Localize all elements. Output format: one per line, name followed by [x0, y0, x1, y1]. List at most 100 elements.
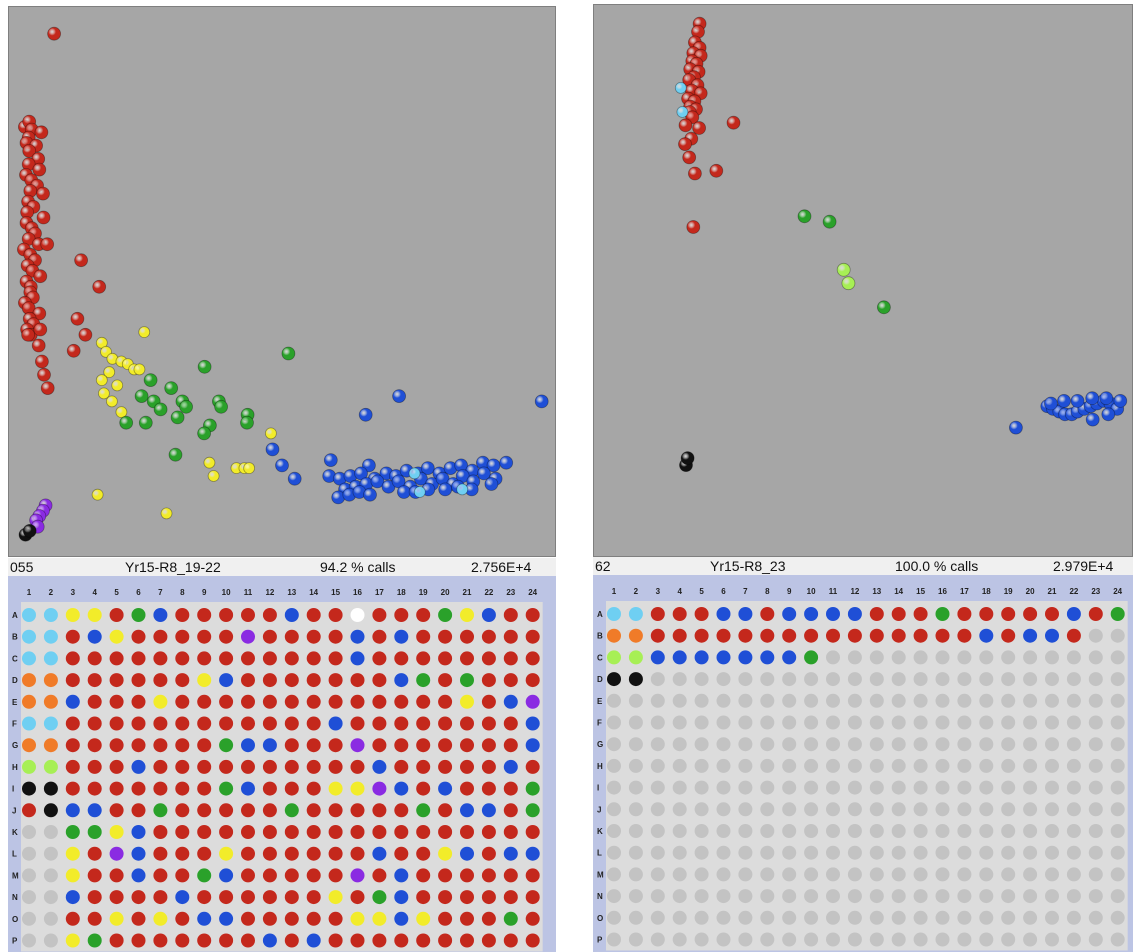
plate-well[interactable]	[1088, 737, 1103, 752]
plate-well[interactable]	[716, 845, 731, 860]
plate-well[interactable]	[372, 759, 387, 774]
plate-well[interactable]	[607, 715, 621, 730]
plate-well[interactable]	[87, 738, 102, 753]
plate-well[interactable]	[109, 629, 124, 644]
plate-well[interactable]	[503, 673, 518, 688]
plate-well[interactable]	[153, 890, 168, 905]
plate-well[interactable]	[957, 802, 972, 817]
plate-well[interactable]	[716, 889, 731, 904]
plate-well[interactable]	[65, 629, 80, 644]
plate-well[interactable]	[241, 933, 255, 948]
plate-well[interactable]	[891, 845, 906, 860]
plate-well[interactable]	[438, 673, 453, 688]
plate-well[interactable]	[694, 845, 709, 860]
plate-well[interactable]	[760, 889, 775, 904]
plate-well[interactable]	[607, 758, 621, 773]
plate-well[interactable]	[935, 824, 950, 838]
plate-well[interactable]	[826, 889, 840, 904]
plate-well[interactable]	[22, 738, 36, 753]
plate-well[interactable]	[306, 803, 321, 818]
plate-well[interactable]	[87, 890, 102, 905]
plate-well[interactable]	[197, 781, 212, 796]
plate-well[interactable]	[891, 672, 906, 687]
red-data-point[interactable]	[40, 237, 55, 252]
plate-well[interactable]	[672, 889, 687, 904]
green-data-point[interactable]	[822, 214, 837, 229]
red-data-point[interactable]	[32, 162, 47, 177]
plate-well[interactable]	[628, 845, 643, 860]
plate-well[interactable]	[804, 932, 819, 947]
plate-well[interactable]	[869, 607, 884, 621]
plate-well[interactable]	[262, 673, 277, 688]
plate-well[interactable]	[43, 651, 58, 666]
plate-well[interactable]	[979, 824, 994, 838]
plate-well[interactable]	[935, 737, 950, 752]
plate-well[interactable]	[416, 781, 431, 796]
plate-well[interactable]	[847, 824, 862, 838]
plate-well[interactable]	[760, 802, 775, 817]
plate-well[interactable]	[372, 933, 387, 948]
plate-well[interactable]	[869, 758, 884, 773]
plate-well[interactable]	[416, 933, 431, 948]
plate-well[interactable]	[804, 910, 819, 925]
plate-well[interactable]	[826, 628, 840, 643]
plate-well[interactable]	[847, 650, 862, 665]
blue-data-point[interactable]	[499, 455, 514, 470]
plate-well[interactable]	[350, 651, 365, 666]
plate-well[interactable]	[628, 867, 643, 882]
plate-well[interactable]	[131, 781, 146, 796]
plate-well[interactable]	[782, 845, 797, 860]
plate-well[interactable]	[1066, 780, 1081, 795]
plate-well[interactable]	[650, 715, 665, 730]
plate-well[interactable]	[328, 608, 343, 622]
plate-well[interactable]	[481, 890, 496, 905]
plate-well[interactable]	[372, 781, 387, 796]
lightblue-data-point[interactable]	[413, 486, 426, 498]
plate-well[interactable]	[826, 802, 840, 817]
plate-well[interactable]	[891, 650, 906, 665]
plate-well[interactable]	[460, 716, 474, 731]
plate-well[interactable]	[935, 715, 950, 730]
plate-well[interactable]	[1023, 737, 1038, 752]
plate-well[interactable]	[65, 868, 80, 883]
red-data-point[interactable]	[33, 269, 48, 284]
plate-well[interactable]	[43, 608, 58, 622]
plate-well[interactable]	[197, 933, 212, 948]
plate-well[interactable]	[460, 825, 474, 839]
plate-well[interactable]	[694, 824, 709, 838]
plate-well[interactable]	[306, 759, 321, 774]
plate-well[interactable]	[262, 911, 277, 926]
plate-well[interactable]	[460, 846, 474, 861]
plate-well[interactable]	[394, 890, 409, 905]
plate-well[interactable]	[131, 608, 146, 622]
plate-well[interactable]	[503, 803, 518, 818]
plate-well[interactable]	[957, 715, 972, 730]
plate-well[interactable]	[694, 780, 709, 795]
red-data-point[interactable]	[33, 322, 48, 337]
plate-well[interactable]	[109, 716, 124, 731]
plate-well[interactable]	[372, 803, 387, 818]
plate-well[interactable]	[913, 737, 928, 752]
plate-well[interactable]	[1001, 607, 1016, 621]
plate-well[interactable]	[650, 737, 665, 752]
plate-well[interactable]	[694, 889, 709, 904]
plate-well[interactable]	[219, 825, 234, 839]
plate-well[interactable]	[1088, 845, 1103, 860]
plate-well[interactable]	[1023, 932, 1038, 947]
plate-well[interactable]	[782, 824, 797, 838]
plate-well[interactable]	[607, 650, 621, 665]
red-data-point[interactable]	[36, 210, 51, 225]
plate-well[interactable]	[394, 933, 409, 948]
plate-well[interactable]	[869, 650, 884, 665]
plate-well[interactable]	[760, 737, 775, 752]
plate-well[interactable]	[869, 845, 884, 860]
plate-well[interactable]	[1110, 715, 1125, 730]
plate-well[interactable]	[935, 693, 950, 708]
plate-well[interactable]	[87, 825, 102, 839]
lightgreen-data-point[interactable]	[841, 276, 856, 291]
plate-well[interactable]	[525, 890, 540, 905]
plate-well[interactable]	[219, 673, 234, 688]
plate-well[interactable]	[782, 607, 797, 621]
plate-well[interactable]	[869, 780, 884, 795]
plate-well[interactable]	[197, 716, 212, 731]
